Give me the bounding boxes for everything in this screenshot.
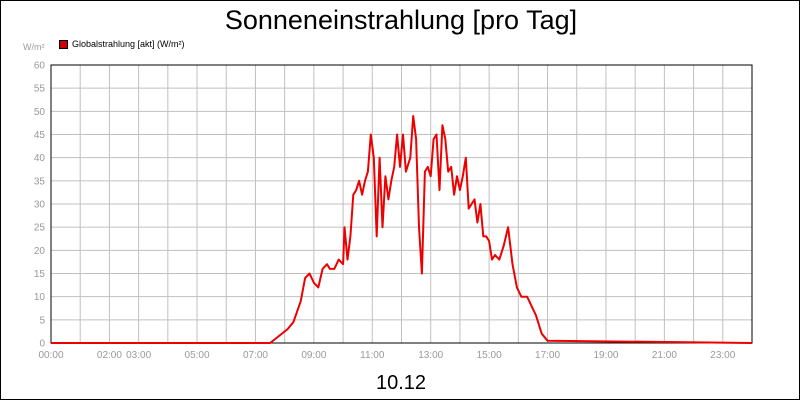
chart-caption-date: 10.12 [375, 372, 427, 394]
y-tick-label: 55 [34, 84, 46, 95]
x-tick-label: 07:00 [243, 350, 268, 361]
legend-label: Globalstrahlung [akt] (W/m²) [72, 39, 185, 49]
y-tick-label: 40 [34, 153, 46, 164]
chart-title: Sonneneinstrahlung [pro Tag] [224, 5, 578, 35]
y-tick-label: 35 [34, 176, 46, 187]
plot-border [50, 64, 753, 344]
x-tick-label: 15:00 [477, 350, 502, 361]
y-tick-label: 10 [34, 292, 46, 303]
y-tick-label: 5 [39, 315, 45, 326]
legend: Globalstrahlung [akt] (W/m²) [59, 39, 185, 49]
series-line-globalstrahlung [51, 115, 753, 344]
y-tick-label: 30 [34, 200, 46, 211]
x-tick-label: 17:00 [535, 350, 560, 361]
y-tick-label: 50 [34, 107, 46, 118]
x-tick-label: 21:00 [652, 350, 677, 361]
legend-swatch [59, 39, 68, 49]
y-tick-label: 20 [34, 246, 46, 257]
x-tick-label: 00:00 [38, 350, 63, 361]
y-tick-label: 60 [34, 61, 46, 72]
x-tick-label: 23:00 [710, 350, 735, 361]
y-tick-label: 25 [34, 223, 46, 234]
x-tick-label: 05:00 [185, 350, 210, 361]
x-tick-label: 19:00 [593, 350, 618, 361]
y-tick-label: 0 [39, 339, 45, 350]
x-tick-label: 03:00 [126, 350, 151, 361]
y-tick-label: 15 [34, 269, 46, 280]
y-axis-unit-label: W/m² [23, 42, 45, 52]
x-tick-label: 13:00 [418, 350, 443, 361]
x-tick-label: 11:00 [360, 350, 385, 361]
x-tick-label: 02:00 [97, 350, 122, 361]
x-tick-label: 09:00 [301, 350, 326, 361]
y-tick-label: 45 [34, 130, 46, 141]
